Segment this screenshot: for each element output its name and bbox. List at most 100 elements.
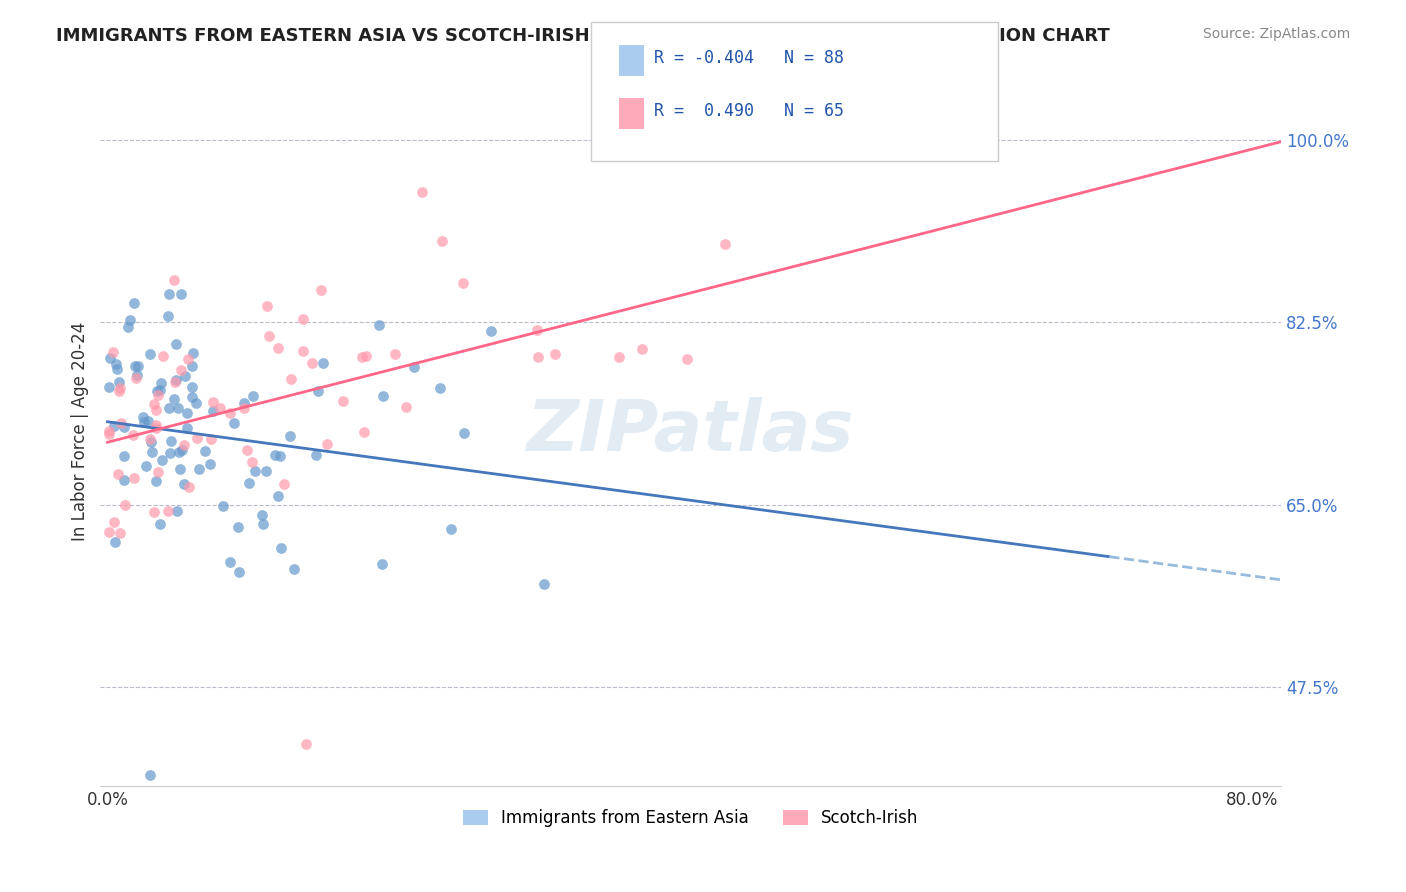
Point [267,489,290,503]
Point [232,396,254,410]
Point [280,371,302,385]
Point [200,457,222,471]
Point [607,350,630,364]
Point [307,384,329,398]
Point [152,453,174,467]
Point [278,429,301,443]
Point [194,444,217,458]
Point [181,390,204,404]
Point [112,474,135,488]
Point [146,384,169,398]
Point [170,287,193,301]
Point [165,336,187,351]
Point [108,384,131,398]
Point [201,395,224,409]
Point [184,396,207,410]
Point [169,461,191,475]
Point [149,383,172,397]
Point [110,381,132,395]
Point [311,283,333,297]
Point [101,345,124,359]
Point [114,498,136,512]
Point [170,443,193,458]
Point [145,421,167,435]
Point [110,416,132,430]
Point [451,276,474,290]
Point [218,406,240,420]
Point [226,520,249,534]
Point [283,562,305,576]
Point [526,323,548,337]
Point [411,185,433,199]
Point [201,404,224,418]
Point [173,368,195,383]
Point [112,420,135,434]
Point [98,525,121,540]
Point [157,503,180,517]
Point [145,474,167,488]
Point [157,401,180,416]
Point [543,347,565,361]
Point [149,516,172,531]
Point [160,434,183,448]
Point [112,450,135,464]
Legend: Immigrants from Eastern Asia, Scotch-Irish: Immigrants from Eastern Asia, Scotch-Iri… [457,803,925,834]
Point [301,356,323,370]
Point [139,346,162,360]
Point [395,400,418,414]
Point [165,372,187,386]
Point [354,349,377,363]
Point [228,566,250,580]
Point [124,471,146,485]
Point [162,392,184,406]
Point [714,237,737,252]
Point [157,287,180,301]
Point [267,341,290,355]
Text: ZIPatlas: ZIPatlas [527,397,855,467]
Point [186,431,208,445]
Point [429,381,451,395]
Point [402,360,425,375]
Point [181,359,204,373]
Point [176,351,198,366]
Point [254,465,277,479]
Point [453,425,475,440]
Point [187,462,209,476]
Point [242,389,264,403]
Point [148,388,170,402]
Point [103,515,125,529]
Point [240,455,263,469]
Point [181,346,204,360]
Point [105,362,128,376]
Point [98,425,121,439]
Point [200,432,222,446]
Point [170,363,193,377]
Point [257,328,280,343]
Point [139,435,162,450]
Point [145,417,167,432]
Point [127,359,149,373]
Point [367,318,389,333]
Point [145,403,167,417]
Point [676,351,699,366]
Point [173,476,195,491]
Point [211,499,233,513]
Point [167,445,190,459]
Point [256,300,278,314]
Point [97,427,120,442]
Point [149,376,172,390]
Point [312,356,335,370]
Point [107,467,129,482]
Point [252,516,274,531]
Point [146,466,169,480]
Point [139,768,162,782]
Point [236,442,259,457]
Y-axis label: In Labor Force | Age 20-24: In Labor Force | Age 20-24 [72,322,89,541]
Point [143,505,166,519]
Point [135,458,157,473]
Point [166,504,188,518]
Point [371,558,394,572]
Point [316,437,339,451]
Point [250,508,273,522]
Point [173,438,195,452]
